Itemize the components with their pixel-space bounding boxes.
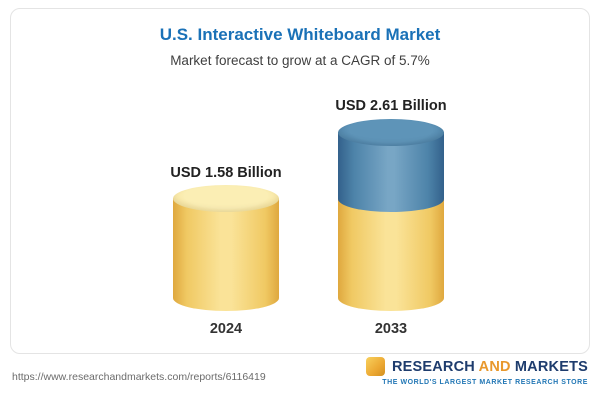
brand-tagline: THE WORLD'S LARGEST MARKET RESEARCH STOR… bbox=[382, 379, 588, 386]
cylinder-2024-top-cap bbox=[173, 185, 279, 212]
brand-word-research: RESEARCH bbox=[391, 358, 475, 375]
cylinder-2024-body-segment bbox=[173, 198, 279, 311]
chart-title: U.S. Interactive Whiteboard Market bbox=[159, 25, 441, 44]
brand-word-and: AND bbox=[478, 358, 511, 375]
value-label-2033: USD 2.61 Billion bbox=[335, 98, 447, 114]
chart-subtitle: Market forecast to grow at a CAGR of 5.7… bbox=[170, 53, 430, 68]
cylinder-2033-base-segment bbox=[338, 199, 444, 311]
report-url: https://www.researchandmarkets.com/repor… bbox=[12, 371, 266, 383]
value-label-2024: USD 1.58 Billion bbox=[170, 165, 282, 181]
brand-name-row: RESEARCH AND MARKETS bbox=[365, 357, 588, 376]
cylinder-bar-2024 bbox=[173, 185, 279, 311]
brand-word-markets: MARKETS bbox=[514, 358, 588, 375]
axis-label-2033: 2033 bbox=[374, 321, 408, 337]
axis-label-2024: 2024 bbox=[209, 321, 243, 337]
brand-logo-icon bbox=[365, 357, 385, 376]
cylinder-bar-2033 bbox=[338, 119, 444, 311]
brand-name: RESEARCH AND MARKETS bbox=[392, 359, 588, 375]
research-and-markets-logo: RESEARCH AND MARKETS THE WORLD'S LARGEST… bbox=[365, 357, 588, 386]
cylinder-2033-top-cap bbox=[338, 119, 444, 146]
chart-card: U.S. Interactive Whiteboard Market Marke… bbox=[10, 8, 590, 354]
